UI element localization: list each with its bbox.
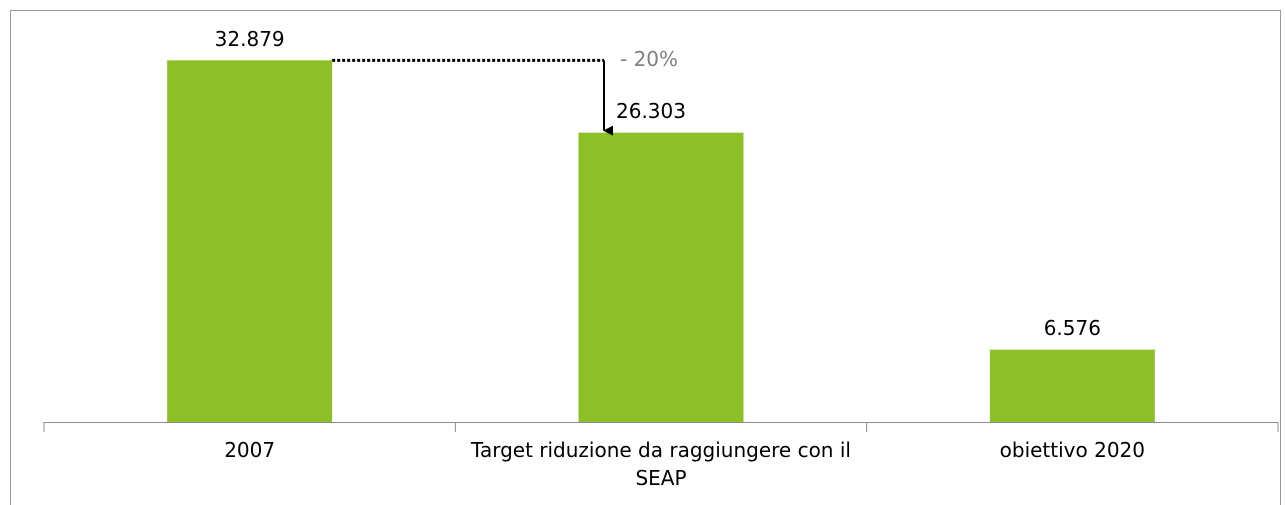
bar xyxy=(989,349,1155,422)
data-label: 26.303 xyxy=(616,99,686,123)
bar xyxy=(167,60,333,423)
x-tick-label: 2007 xyxy=(224,438,276,462)
annotation: - 20% xyxy=(620,47,678,71)
chart-frame xyxy=(10,10,1281,505)
x-tick-label: obiettivo 2020 xyxy=(999,438,1146,462)
x-tick-label: Target riduzione da raggiungere con il S… xyxy=(471,438,851,490)
data-label: 6.576 xyxy=(1044,316,1101,340)
data-label: 32.879 xyxy=(215,27,285,51)
bar xyxy=(578,132,744,423)
